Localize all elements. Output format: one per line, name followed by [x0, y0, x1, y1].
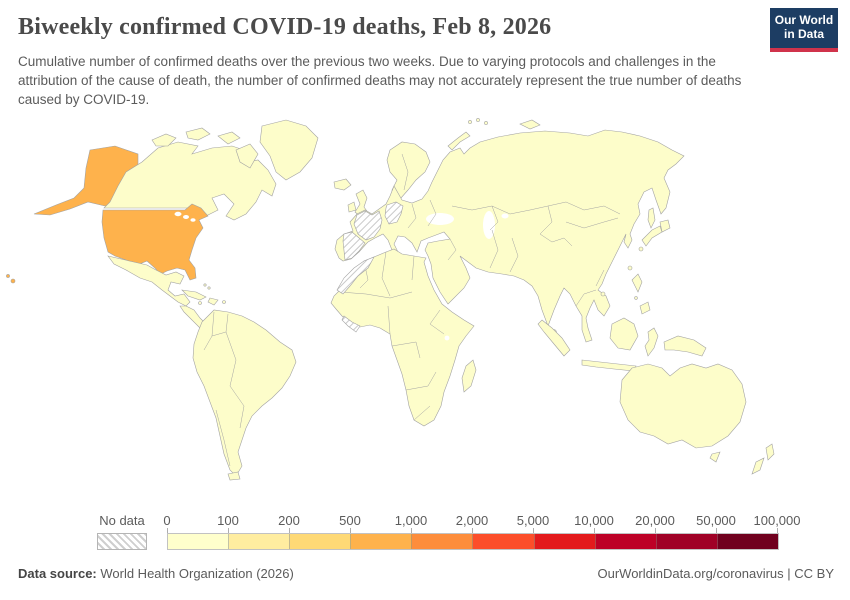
canadian-arctic-islands[interactable] [151, 127, 259, 169]
country-greenland[interactable] [259, 119, 319, 181]
legend-tick-labels: 0 100 200 500 1,000 2,000 5,000 10,000 20,000 50,… [163, 513, 800, 529]
legend-bin-5[interactable] [473, 534, 535, 549]
credit-line: OurWorldinData.org/coronavirus | CC BY [597, 566, 834, 581]
legend-tick-label: 2,000 [455, 513, 489, 528]
eurasia-country-borders [407, 199, 621, 307]
country-japan[interactable] [638, 219, 671, 252]
data-source-label: Data source: [18, 566, 97, 581]
country-canada[interactable] [103, 141, 277, 221]
island-taiwan[interactable] [627, 265, 633, 271]
owid-logo: Our World in Data [770, 8, 838, 52]
world-map-svg[interactable] [0, 110, 850, 508]
country-australia[interactable] [619, 363, 747, 449]
legend-tick-label: 500 [339, 513, 361, 528]
island-tierra-del-fuego[interactable] [227, 471, 241, 481]
south-america-borders [203, 311, 245, 467]
russian-arctic-islands[interactable] [447, 118, 541, 151]
legend-color-bar[interactable] [167, 533, 779, 550]
island-new-guinea[interactable] [663, 335, 707, 357]
country-cote-divoire-no-data[interactable] [341, 315, 361, 333]
credit-separator: | [783, 566, 795, 581]
legend-no-data-swatch[interactable] [97, 533, 147, 550]
license-label: CC BY [794, 566, 834, 581]
legend-bin-4[interactable] [412, 534, 474, 549]
norway-sweden-border [401, 153, 409, 191]
legend-bin-1[interactable] [229, 534, 291, 549]
legend-no-data-label: No data [99, 513, 145, 528]
legend-tick-label: 0 [163, 513, 171, 528]
island-tasmania[interactable] [709, 451, 721, 463]
country-indonesia[interactable] [537, 317, 659, 372]
owid-url-link[interactable]: OurWorldinData.org/coronavirus [597, 566, 784, 581]
island-sakhalin[interactable] [647, 207, 656, 229]
legend-ticks [167, 528, 778, 533]
owid-logo-line1: Our World [774, 13, 834, 28]
country-madagascar[interactable] [461, 359, 477, 393]
data-source-line: Data source: World Health Organization (… [18, 566, 294, 581]
inland-seas [426, 211, 509, 239]
region-scandinavia[interactable] [386, 141, 431, 201]
country-iceland[interactable] [333, 178, 352, 191]
legend-bin-7[interactable] [595, 534, 657, 549]
region-caribbean[interactable] [181, 283, 226, 306]
chart-subtitle: Cumulative number of confirmed deaths ov… [18, 54, 742, 108]
country-new-zealand[interactable] [751, 443, 775, 475]
country-united-states-hawaii[interactable] [6, 274, 16, 284]
legend-bin-9[interactable] [717, 534, 778, 549]
legend-bin-6[interactable] [534, 534, 596, 549]
legend-tick-label: 1,000 [394, 513, 428, 528]
legend-tick-label: 20,000 [635, 513, 675, 528]
region-south-america[interactable] [192, 309, 297, 477]
legend-bin-3[interactable] [351, 534, 413, 549]
legend-tick-label: 100,000 [753, 513, 801, 528]
legend-tick-label: 50,000 [696, 513, 736, 528]
country-germany-no-data[interactable] [384, 201, 404, 225]
great-lakes [174, 211, 196, 222]
data-source-value: World Health Organization (2026) [96, 566, 294, 581]
country-spain-no-data[interactable] [342, 231, 366, 261]
legend-tick-label: 200 [278, 513, 300, 528]
country-united-states-mainland[interactable] [101, 203, 209, 281]
island-hainan[interactable] [600, 291, 606, 297]
world-choropleth-map[interactable] [0, 110, 850, 508]
region-eurasia[interactable] [334, 129, 685, 343]
owid-logo-line2: in Data [783, 27, 824, 41]
legend-tick-label: 100 [217, 513, 239, 528]
legend-bin-8[interactable] [656, 534, 718, 549]
country-philippines[interactable] [631, 273, 651, 315]
region-morocco-wsahara-no-data[interactable] [336, 256, 375, 295]
legend-bin-0[interactable] [168, 534, 230, 549]
lake-victoria [444, 335, 450, 341]
legend-tick-label: 10,000 [574, 513, 614, 528]
map-legend: No data 0 100 200 500 1,000 2,000 5,000 10,000 2… [0, 511, 850, 553]
legend-bin-2[interactable] [290, 534, 352, 549]
legend-tick-label: 5,000 [516, 513, 550, 528]
country-mexico[interactable] [107, 255, 191, 307]
page-title: Biweekly confirmed COVID-19 deaths, Feb … [18, 14, 552, 40]
country-ireland[interactable] [347, 201, 357, 213]
country-france-no-data[interactable] [353, 210, 383, 241]
